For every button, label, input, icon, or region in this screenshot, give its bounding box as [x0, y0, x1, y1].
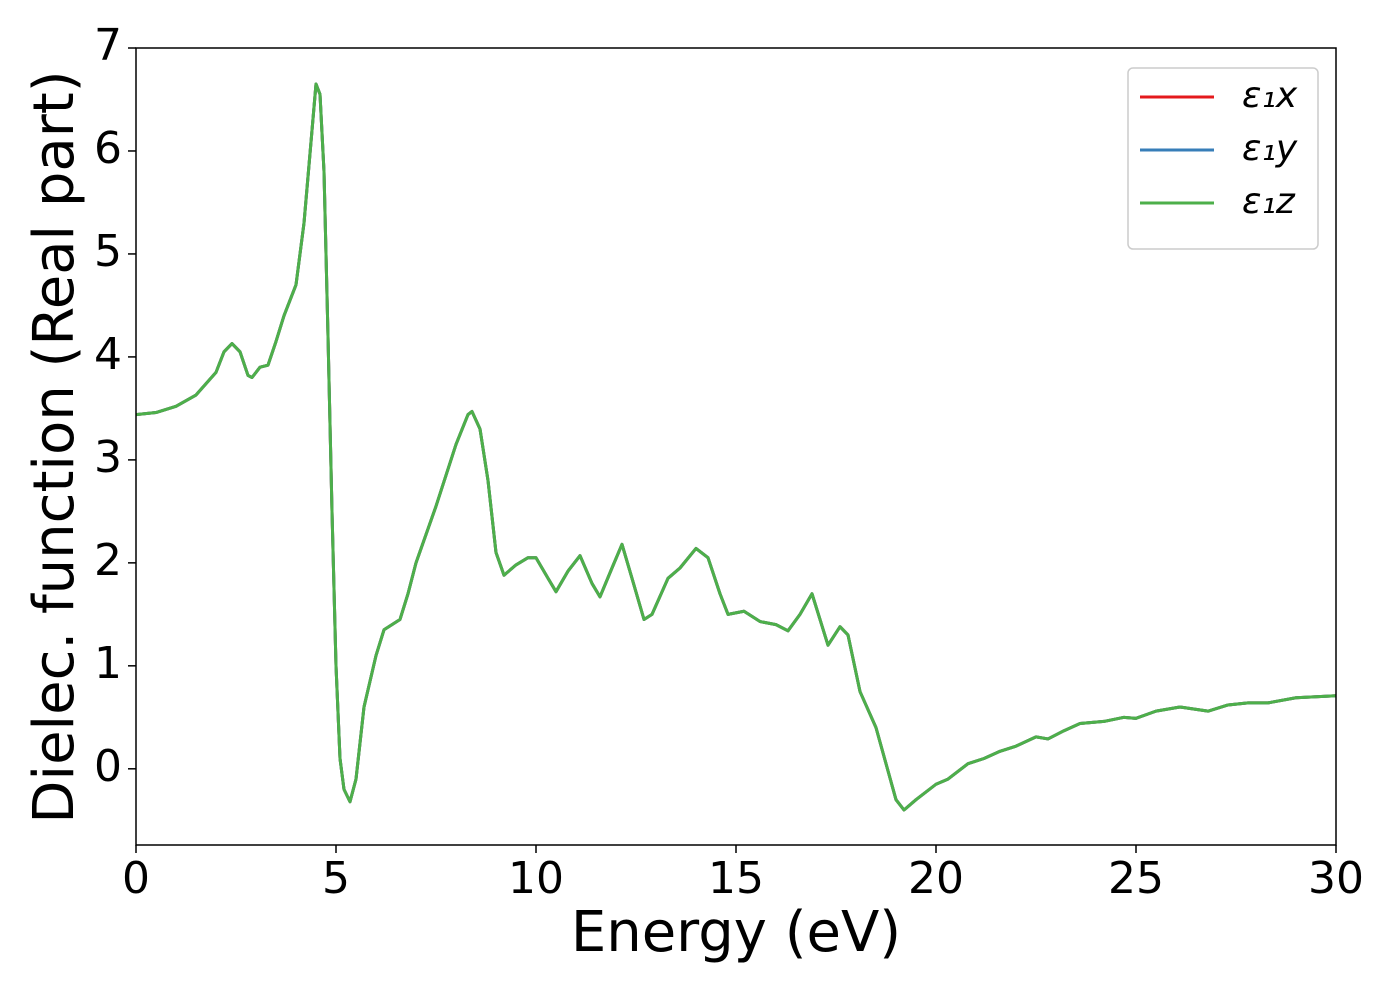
x-tick-label: 20: [908, 853, 964, 904]
legend-label: ε₁z: [1242, 181, 1296, 222]
y-tick-label: 2: [94, 535, 122, 586]
x-axis-label: Energy (eV): [571, 900, 901, 965]
y-tick-label: 7: [94, 20, 122, 71]
y-axis-label: Dielec. function (Real part): [22, 70, 87, 823]
x-tick-label: 25: [1108, 853, 1164, 904]
x-tick-label: 10: [508, 853, 564, 904]
y-tick-label: 1: [94, 638, 122, 689]
legend-label: ε₁y: [1242, 128, 1298, 169]
plot-frame: [135, 47, 1337, 846]
y-tick-label: 4: [94, 329, 122, 380]
x-tick-label: 15: [708, 853, 764, 904]
y-tick-label: 6: [94, 123, 122, 174]
data-line: [135, 82, 1337, 812]
y-tick-label: 3: [94, 432, 122, 483]
y-tick-label: 0: [94, 741, 122, 792]
x-tick-label: 30: [1308, 853, 1364, 904]
x-tick-label: 5: [322, 853, 350, 904]
y-tick-label: 5: [94, 226, 122, 277]
x-tick-label: 0: [122, 853, 150, 904]
legend-label: ε₁x: [1242, 75, 1298, 116]
